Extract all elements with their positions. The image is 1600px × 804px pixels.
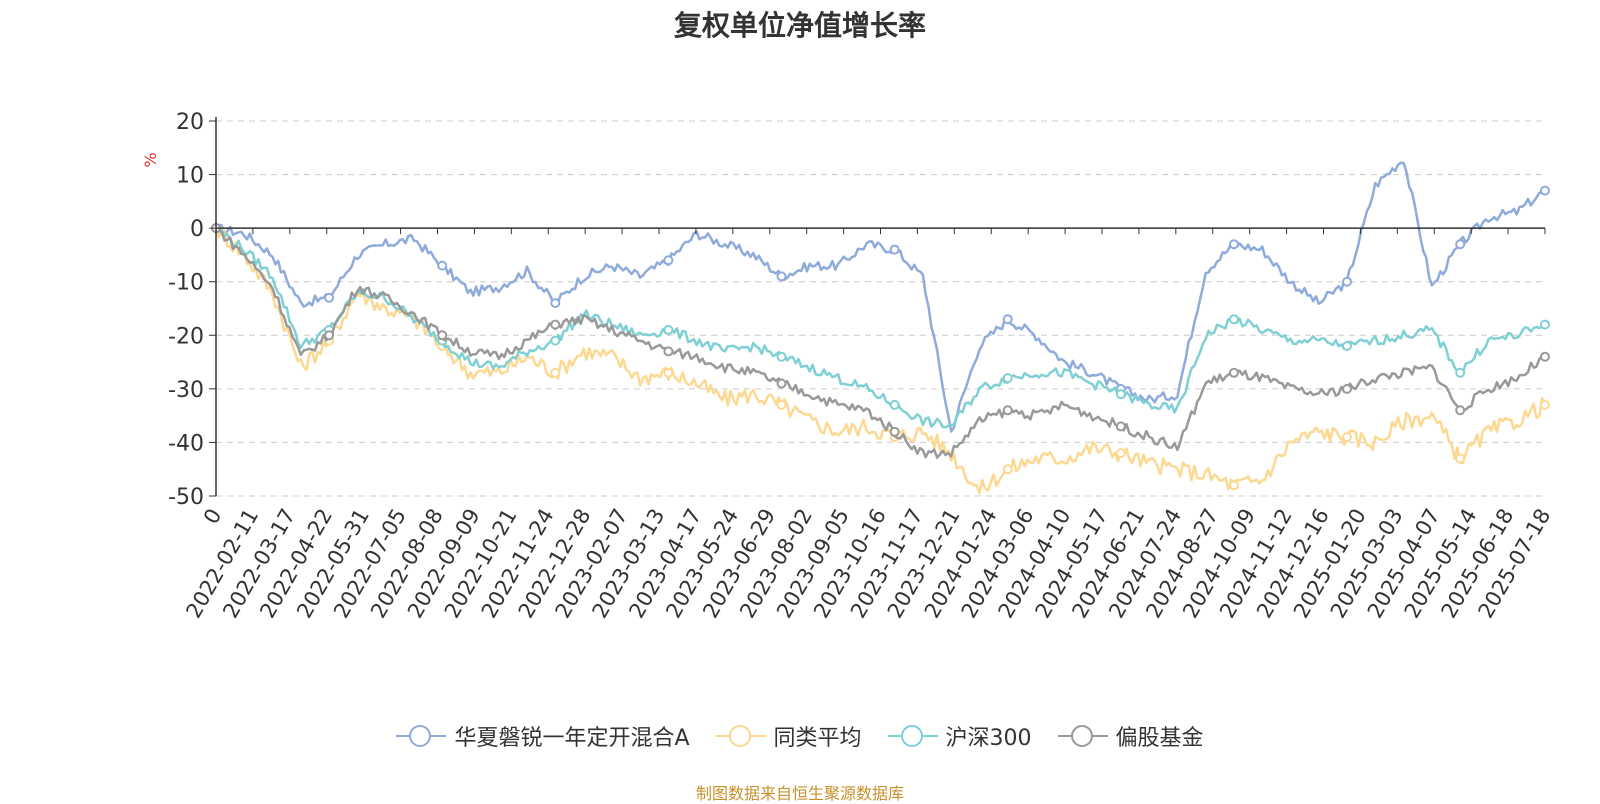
- series-line: [214, 226, 1547, 495]
- legend-item[interactable]: 同类平均: [715, 720, 862, 752]
- series-point: [1115, 448, 1126, 459]
- series-point: [550, 335, 561, 346]
- series-point: [1342, 276, 1353, 287]
- chart-title: 复权单位净值增长率: [673, 9, 926, 42]
- series-line: [215, 227, 1546, 459]
- series-point: [1228, 480, 1239, 491]
- series-point: [663, 346, 674, 357]
- series-point: [776, 351, 787, 362]
- series-point: [1002, 405, 1013, 416]
- series-point: [1455, 453, 1466, 464]
- series-point: [550, 298, 561, 309]
- legend-label: 沪深300: [945, 726, 1032, 751]
- y-tick-label: 20: [176, 110, 204, 135]
- series-point: [889, 244, 900, 255]
- series-lines: [211, 161, 1550, 495]
- legend-swatch-icon: [1057, 724, 1108, 748]
- legend-swatch-icon: [887, 724, 938, 748]
- series-point: [1115, 389, 1126, 400]
- legend-label: 偏股基金: [1115, 726, 1204, 751]
- series-point: [1002, 373, 1013, 384]
- series-point: [1342, 383, 1353, 394]
- series-point: [1540, 351, 1550, 362]
- legend-swatch-icon: [715, 724, 766, 748]
- chart-legend: 华夏磐锐一年定开混合A 同类平均 沪深300 偏股基金: [0, 720, 1600, 752]
- series-point: [1540, 185, 1550, 196]
- series-point: [1002, 464, 1013, 475]
- legend-item[interactable]: 偏股基金: [1057, 720, 1204, 752]
- series-point: [1228, 367, 1239, 378]
- series-point: [776, 378, 787, 389]
- series-point: [324, 330, 335, 341]
- y-axis-unit-label: %: [141, 152, 160, 167]
- series-point: [889, 426, 900, 437]
- series-point: [1455, 367, 1466, 378]
- series-point: [1228, 314, 1239, 325]
- y-tick-label: 0: [190, 217, 204, 242]
- series-point: [1455, 405, 1466, 416]
- series-point: [1342, 432, 1353, 443]
- series-point: [1115, 421, 1126, 432]
- y-tick-label: -40: [168, 431, 204, 456]
- axes: 20100-10-20-30-40-5002022-02-112022-03-1…: [168, 110, 1555, 622]
- legend-item[interactable]: 沪深300: [887, 720, 1032, 752]
- series-point: [1455, 239, 1466, 250]
- y-tick-label: 10: [176, 164, 204, 189]
- series-point: [889, 399, 900, 410]
- legend-swatch-icon: [396, 724, 447, 748]
- series-point: [324, 292, 335, 303]
- series-point: [1342, 341, 1353, 351]
- x-tick-label: 0: [199, 505, 226, 529]
- legend-label: 同类平均: [773, 726, 862, 751]
- series-point: [663, 367, 674, 378]
- series-point: [437, 260, 448, 271]
- series-point: [1002, 314, 1013, 325]
- series-point: [550, 367, 561, 378]
- y-tick-label: -10: [168, 271, 204, 296]
- legend-label: 华夏磐锐一年定开混合A: [454, 726, 690, 751]
- series-point: [1540, 319, 1550, 330]
- series-point: [1228, 239, 1239, 250]
- series-point: [776, 399, 787, 410]
- y-tick-label: -30: [168, 378, 204, 403]
- y-tick-label: -20: [168, 324, 204, 349]
- series-point: [776, 271, 787, 282]
- series-point: [663, 324, 674, 335]
- source-note: 制图数据来自恒生聚源数据库: [695, 784, 904, 803]
- series-point: [437, 330, 448, 341]
- series-line: [215, 161, 1546, 433]
- y-tick-label: -50: [168, 485, 204, 510]
- series-point: [550, 319, 561, 330]
- legend-item[interactable]: 华夏磐锐一年定开混合A: [396, 720, 690, 752]
- series-point: [1540, 399, 1550, 410]
- series-point: [663, 255, 674, 266]
